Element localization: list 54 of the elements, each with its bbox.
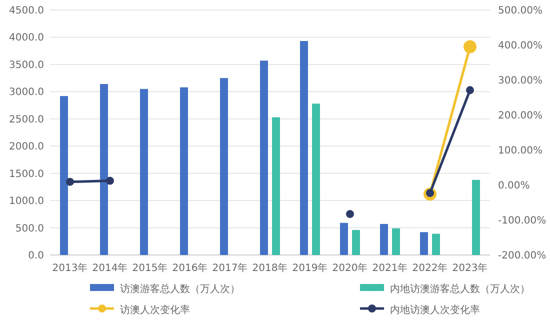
bar xyxy=(312,104,320,255)
y-tick-label: 500.0 xyxy=(15,223,44,234)
point xyxy=(106,176,114,185)
bar xyxy=(352,230,360,255)
bar xyxy=(472,180,480,255)
x-tick-label: 2023年 xyxy=(452,262,488,274)
y-tick-label: 1500.0 xyxy=(9,168,44,180)
y-tick-label: 4500.0 xyxy=(9,6,44,16)
x-tick-label: 2017年 xyxy=(212,262,248,274)
legend-label: 访澳游客总人数（万人次） xyxy=(120,283,240,295)
y-tick-label: 2000.0 xyxy=(9,142,44,153)
legend-label: 内地访澳游客总人数（万人次） xyxy=(390,283,530,295)
legend-label: 访澳人次变化率 xyxy=(120,304,190,316)
bar xyxy=(392,228,400,255)
point xyxy=(66,178,74,186)
y2-tick-label: -200.00% xyxy=(498,250,546,262)
bar xyxy=(180,87,188,255)
x-tick-label: 2016年 xyxy=(172,262,208,274)
y2-tick-label: 0.00% xyxy=(498,180,530,192)
y-tick-label: 2500.0 xyxy=(9,114,44,126)
bar xyxy=(220,78,228,255)
y2-tick-label: 400.00% xyxy=(498,40,542,52)
y-tick-label: 1000.0 xyxy=(9,196,44,208)
y-tick-label: 0.0 xyxy=(28,250,44,262)
legend-label: 内地访澳人次变化率 xyxy=(390,304,480,316)
point xyxy=(346,210,354,218)
bar xyxy=(100,84,108,255)
y-tick-label: 3000.0 xyxy=(9,87,44,98)
point xyxy=(464,40,476,54)
bar xyxy=(432,234,440,255)
bar xyxy=(300,41,308,255)
x-tick-label: 2021年 xyxy=(372,262,408,274)
x-tick-label: 2015年 xyxy=(132,262,168,274)
bar xyxy=(140,88,148,255)
bar xyxy=(60,96,68,255)
y2-tick-label: 300.00% xyxy=(498,76,542,86)
x-tick-label: 2019年 xyxy=(292,262,328,274)
bar xyxy=(380,224,388,255)
bar xyxy=(260,60,268,255)
x-tick-label: 2022年 xyxy=(412,262,448,274)
y2-tick-label: -100.00% xyxy=(498,216,546,226)
y2-tick-label: 100.00% xyxy=(498,146,542,156)
bar xyxy=(272,117,280,255)
x-tick-label: 2013年 xyxy=(52,262,88,274)
x-tick-label: 2014年 xyxy=(92,262,128,274)
point xyxy=(466,86,474,94)
y-tick-label: 3500.0 xyxy=(9,60,44,71)
bar xyxy=(420,232,428,255)
x-tick-label: 2020年 xyxy=(332,262,368,274)
bar xyxy=(340,222,348,255)
y2-tick-label: 500.00% xyxy=(498,6,542,16)
y2-tick-label: 200.00% xyxy=(498,110,542,122)
x-tick-label: 2018年 xyxy=(252,262,288,274)
y-tick-label: 4000.0 xyxy=(9,32,44,44)
